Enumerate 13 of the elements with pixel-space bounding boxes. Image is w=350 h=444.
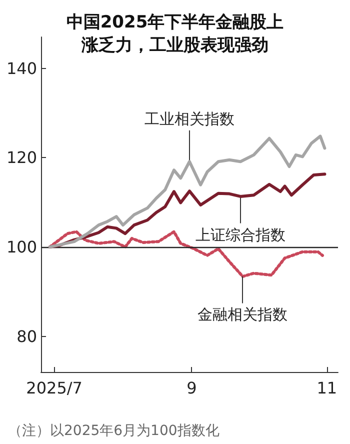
annotation: 金融相关指数	[198, 306, 288, 324]
text: （注）以2025年6月为100指数化	[8, 423, 220, 439]
x-tick-label: 2025/7	[26, 378, 82, 398]
x-tick-label: 11	[316, 378, 338, 398]
line-series	[48, 134, 326, 248]
annotation: 上证综合指数	[195, 226, 286, 244]
y-tick-label: 80	[16, 326, 37, 346]
y-tick-label: 120	[6, 148, 37, 168]
y-tick-label: 140	[6, 58, 37, 78]
annotation: 工业相关指数	[144, 110, 234, 128]
y-tick-label: 100	[6, 237, 37, 256]
x-tick-label: 9	[186, 378, 197, 398]
chart-title: 中国2025年下半年金融股上涨乏力，工业股表现强劲	[66, 12, 284, 56]
